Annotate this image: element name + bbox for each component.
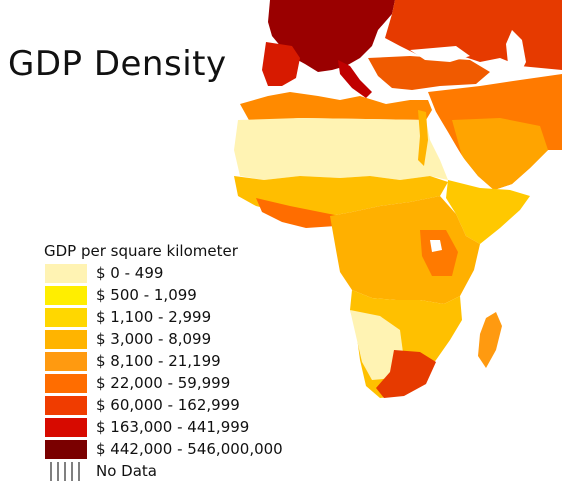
legend-swatch (45, 418, 87, 437)
legend-swatch (45, 330, 87, 349)
madagascar (478, 312, 502, 368)
legend-label: $ 442,000 - 546,000,000 (96, 440, 283, 458)
balkans-turkey-region (368, 56, 490, 90)
legend-label-nodata: No Data (96, 462, 157, 480)
legend-label: $ 22,000 - 59,999 (96, 374, 231, 392)
europe-region (268, 0, 395, 72)
legend-label: $ 500 - 1,099 (96, 286, 197, 304)
south-africa (376, 350, 436, 398)
legend-swatch (45, 352, 87, 371)
legend-swatch-nodata (45, 462, 87, 481)
map-title: GDP Density (8, 44, 227, 84)
red-sea (428, 110, 478, 186)
legend-label: $ 3,000 - 8,099 (96, 330, 212, 348)
horn-of-africa (446, 180, 530, 244)
caspian-sea (506, 30, 526, 78)
iberia-region (262, 42, 300, 86)
north-africa-coast (240, 92, 432, 122)
legend-swatch (45, 286, 87, 305)
legend-swatch (45, 264, 87, 283)
italy-region (338, 60, 372, 98)
arabia-region (452, 118, 548, 190)
legend-label: $ 1,100 - 2,999 (96, 308, 212, 326)
sahara-region (234, 118, 448, 180)
legend-swatch (45, 440, 87, 459)
namibia-botswana (350, 310, 404, 380)
black-sea (410, 46, 470, 62)
hatch-pattern-icon (50, 462, 80, 481)
legend-label: $ 163,000 - 441,999 (96, 418, 250, 436)
coastal-west-africa (256, 198, 340, 228)
nile-region (418, 110, 428, 166)
legend-label: $ 60,000 - 162,999 (96, 396, 240, 414)
lake-victoria (430, 240, 442, 252)
legend-label: $ 0 - 499 (96, 264, 164, 282)
legend-title: GDP per square kilometer (44, 242, 238, 260)
legend-swatch (45, 374, 87, 393)
east-africa-highlands (420, 230, 458, 276)
legend-swatch (45, 396, 87, 415)
legend-swatch (45, 308, 87, 327)
legend-label: $ 8,100 - 21,199 (96, 352, 221, 370)
central-africa-region (330, 196, 480, 304)
